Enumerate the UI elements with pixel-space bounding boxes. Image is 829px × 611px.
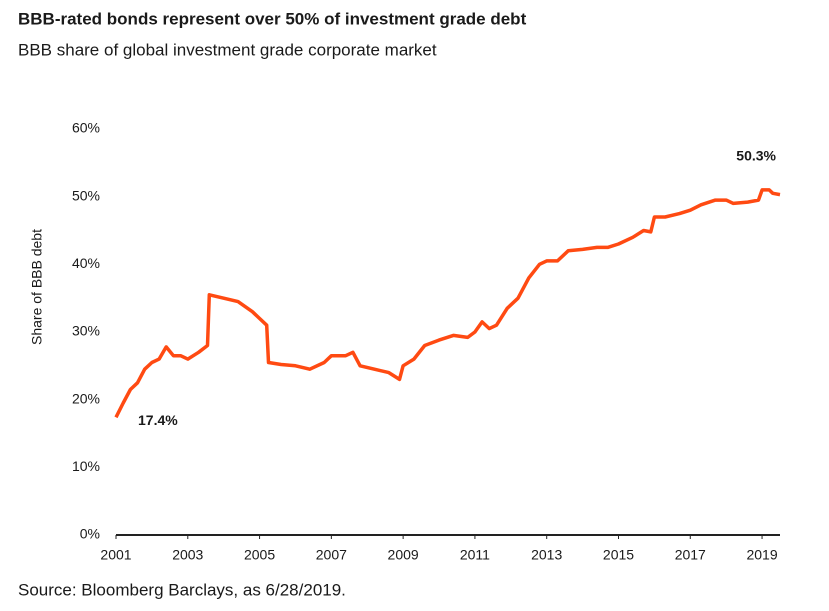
x-tick-label: 2013 <box>531 547 562 563</box>
chart-subtitle: BBB share of global investment grade cor… <box>18 40 437 59</box>
y-axis-label: Share of BBB debt <box>29 229 45 345</box>
x-tick-label: 2005 <box>244 547 275 563</box>
x-tick-label: 2003 <box>172 547 203 563</box>
y-tick-label: 30% <box>72 323 100 339</box>
chart-title: BBB-rated bonds represent over 50% of in… <box>18 9 527 28</box>
x-tick-label: 2019 <box>746 547 777 563</box>
data-line <box>114 188 781 419</box>
annotation: 17.4% <box>138 412 178 428</box>
x-tick-label: 2015 <box>603 547 634 563</box>
annotation: 50.3% <box>736 147 776 163</box>
x-tick-label: 2007 <box>316 547 347 563</box>
x-tick-label: 2001 <box>100 547 131 563</box>
x-tick-label: 2011 <box>460 547 490 563</box>
y-tick-label: 60% <box>72 120 100 136</box>
y-tick-label: 20% <box>72 390 100 406</box>
x-tick-label: 2009 <box>388 547 419 563</box>
y-tick-label: 50% <box>72 187 100 203</box>
y-tick-label: 40% <box>72 255 100 271</box>
x-tick-label: 2017 <box>675 547 706 563</box>
y-tick-label: 10% <box>72 458 100 474</box>
y-tick-label: 0% <box>80 526 100 542</box>
source-note: Source: Bloomberg Barclays, as 6/28/2019… <box>18 580 346 599</box>
